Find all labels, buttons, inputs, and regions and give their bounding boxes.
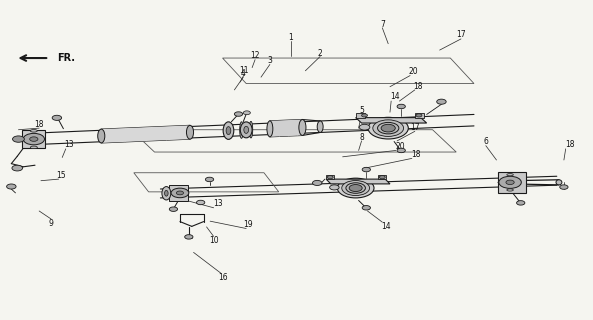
Text: 14: 14 [382, 222, 391, 231]
Polygon shape [356, 114, 365, 118]
Text: 9: 9 [49, 219, 53, 228]
Circle shape [30, 137, 38, 141]
Polygon shape [101, 125, 190, 143]
Text: 13: 13 [213, 199, 223, 208]
Ellipse shape [507, 173, 514, 176]
Text: 7: 7 [380, 20, 385, 29]
Ellipse shape [165, 190, 168, 196]
Text: 15: 15 [56, 171, 66, 180]
Ellipse shape [226, 127, 231, 135]
Circle shape [184, 235, 193, 239]
Circle shape [436, 99, 446, 104]
Text: 12: 12 [250, 51, 260, 60]
Circle shape [517, 201, 525, 205]
Ellipse shape [223, 122, 234, 140]
Text: 14: 14 [390, 92, 400, 101]
Circle shape [7, 184, 16, 189]
Circle shape [380, 176, 385, 179]
Circle shape [205, 177, 213, 182]
Text: 11: 11 [240, 66, 249, 75]
Ellipse shape [556, 180, 562, 185]
Circle shape [499, 176, 521, 188]
Text: 16: 16 [218, 273, 227, 282]
Ellipse shape [98, 129, 105, 143]
Ellipse shape [240, 122, 252, 138]
Text: 8: 8 [359, 132, 364, 141]
Ellipse shape [373, 120, 404, 136]
Polygon shape [326, 179, 390, 184]
Ellipse shape [368, 117, 409, 139]
Circle shape [176, 191, 183, 195]
Circle shape [327, 176, 333, 179]
Ellipse shape [162, 187, 171, 200]
Ellipse shape [378, 123, 399, 134]
Text: FR.: FR. [58, 53, 75, 63]
Text: 20: 20 [395, 142, 405, 151]
Polygon shape [356, 118, 426, 123]
Ellipse shape [317, 121, 323, 132]
Circle shape [416, 114, 422, 117]
Ellipse shape [330, 185, 339, 190]
Text: 10: 10 [209, 236, 218, 245]
Circle shape [12, 165, 23, 171]
Ellipse shape [507, 189, 514, 191]
Polygon shape [498, 172, 527, 193]
Text: 2: 2 [318, 49, 323, 58]
Circle shape [170, 207, 177, 212]
Ellipse shape [359, 124, 370, 130]
Polygon shape [170, 185, 189, 201]
Circle shape [234, 112, 243, 116]
Text: 4: 4 [241, 69, 246, 78]
Ellipse shape [337, 178, 374, 198]
Ellipse shape [267, 121, 273, 137]
Circle shape [362, 205, 371, 210]
Text: 17: 17 [456, 30, 466, 39]
Text: 1: 1 [288, 33, 293, 42]
Ellipse shape [30, 146, 37, 149]
Text: 18: 18 [34, 120, 44, 129]
Circle shape [196, 200, 205, 205]
Polygon shape [326, 175, 334, 179]
Ellipse shape [342, 180, 369, 196]
Circle shape [506, 180, 514, 185]
Text: 20: 20 [409, 67, 419, 76]
Text: 3: 3 [267, 56, 272, 65]
Ellipse shape [249, 121, 253, 138]
Ellipse shape [244, 126, 248, 133]
Circle shape [23, 133, 44, 145]
Circle shape [349, 185, 362, 192]
Ellipse shape [30, 130, 37, 132]
Text: 17: 17 [410, 123, 420, 132]
Circle shape [362, 167, 371, 172]
Circle shape [52, 115, 62, 120]
Circle shape [313, 180, 322, 186]
Text: 19: 19 [243, 220, 253, 229]
Circle shape [12, 136, 24, 142]
Ellipse shape [186, 125, 193, 139]
Ellipse shape [240, 122, 243, 138]
Text: 6: 6 [483, 137, 488, 146]
Circle shape [560, 185, 568, 189]
Text: 13: 13 [64, 140, 74, 149]
Circle shape [243, 111, 250, 115]
Polygon shape [270, 119, 302, 137]
Circle shape [381, 124, 396, 132]
Circle shape [397, 148, 406, 153]
Polygon shape [378, 175, 387, 179]
Ellipse shape [299, 119, 306, 135]
Text: 18: 18 [565, 140, 575, 149]
Text: 5: 5 [359, 106, 364, 115]
Circle shape [362, 114, 368, 117]
Text: 13: 13 [498, 174, 507, 183]
Circle shape [397, 104, 406, 109]
Ellipse shape [346, 183, 365, 193]
Polygon shape [23, 130, 45, 148]
Text: 18: 18 [412, 150, 421, 159]
Polygon shape [415, 114, 423, 118]
Circle shape [171, 188, 189, 198]
Text: 18: 18 [413, 82, 423, 91]
